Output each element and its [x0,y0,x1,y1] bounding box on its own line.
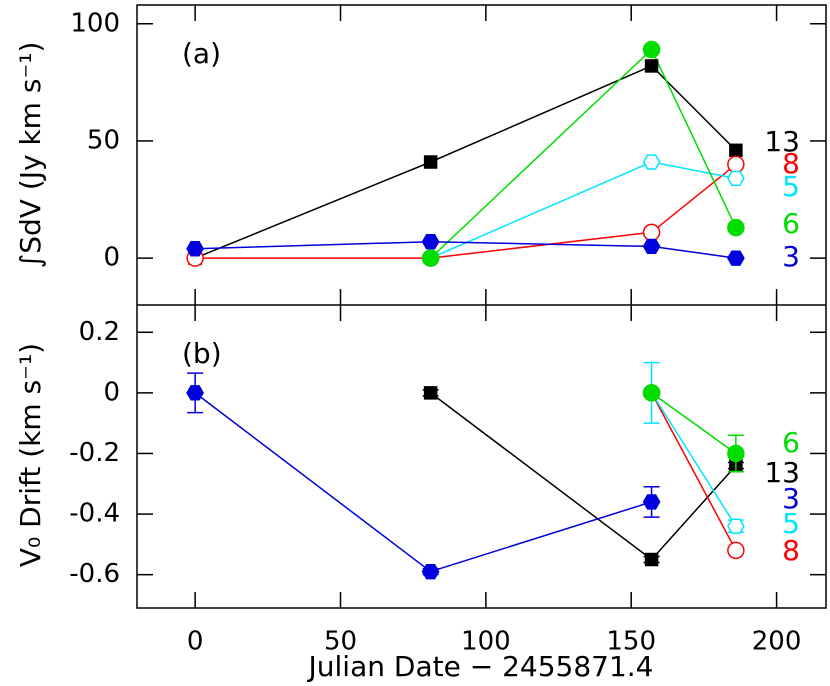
x-axis-title: Julian Date − 2455871.4 [307,650,654,683]
marker [421,249,440,267]
marker [642,154,661,170]
marker [644,552,659,567]
y-tick-label: 100 [70,8,120,38]
series-line [195,240,737,259]
series-line [650,392,737,527]
series-label: 3 [782,240,800,273]
series-label: 5 [782,170,800,203]
x-tick-label: 200 [752,627,802,657]
panel-label: (b) [182,337,222,370]
y-tick-label: 0.2 [79,317,120,347]
marker [729,143,743,158]
y-axis-title: ∫SdV (Jy km s⁻¹) [14,42,47,269]
marker [727,444,745,463]
y-tick-label: 0 [103,243,120,273]
series-line [194,65,737,259]
marker [727,250,745,266]
marker [727,170,745,187]
x-tick-label: 150 [606,627,656,657]
marker [642,494,661,510]
series-label: 13 [764,125,800,158]
marker [423,386,438,400]
marker [727,218,745,237]
y-axis-title: V₀ Drift (km s⁻¹) [14,343,47,567]
marker [642,238,661,255]
y-tick-label: 0 [103,377,120,407]
marker [421,563,440,580]
marker [642,40,661,59]
series-line [430,48,737,259]
y-tick-label: 50 [87,125,120,155]
marker [423,155,438,169]
marker [642,384,661,402]
marker [727,518,745,534]
series-label: 8 [782,534,800,567]
marker [186,385,204,401]
x-tick-label: 50 [324,627,357,657]
series-label: 3 [782,482,800,515]
series-line [430,392,737,561]
y-tick-label: -0.2 [69,438,120,468]
marker [186,241,204,257]
marker [421,234,440,250]
panel-label: (a) [182,37,221,70]
series-line [195,163,737,259]
marker [642,223,661,242]
marker [727,155,745,174]
marker [727,541,745,560]
x-tick-label: 100 [461,627,511,657]
marker [644,59,659,73]
series-label: 13 [764,456,800,489]
series-label: 6 [782,426,800,459]
series-line [194,392,652,573]
series-label: 8 [782,147,800,180]
y-tick-label: -0.6 [69,559,120,589]
series-label: 6 [782,207,800,240]
series-line [651,392,737,455]
series-line [650,392,737,551]
series-line [430,161,737,259]
frame [136,4,827,609]
y-tick-label: -0.4 [69,499,120,529]
series-label: 5 [782,507,800,540]
x-tick-label: 0 [187,627,204,657]
